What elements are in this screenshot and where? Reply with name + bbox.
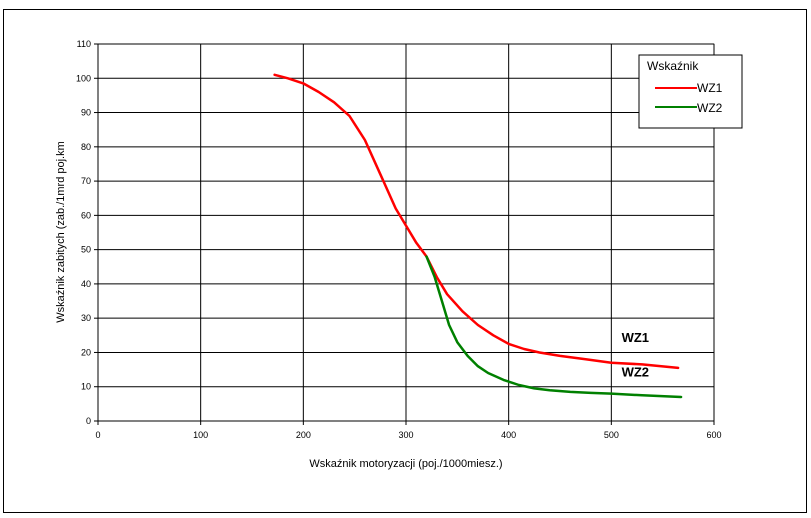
annotation-wz2: WZ2 [622, 364, 649, 379]
y-tick-label: 30 [81, 313, 91, 323]
y-tick-label: 110 [77, 39, 91, 49]
y-tick-label: 0 [86, 416, 91, 426]
y-tick-label: 70 [81, 176, 91, 186]
annotation-wz1: WZ1 [622, 330, 649, 345]
y-tick-label: 90 [81, 108, 91, 118]
x-tick-label: 200 [296, 430, 311, 440]
legend-label-wz2: WZ2 [697, 101, 723, 115]
y-tick-label: 20 [81, 347, 91, 357]
x-axis-title: Wskaźnik motoryzacji (poj./1000miesz.) [309, 458, 502, 470]
y-tick-label: 40 [81, 279, 91, 289]
y-tick-labels: 0 10 20 30 40 50 60 70 80 90 100 110 [76, 39, 91, 426]
x-tick-labels: 0 100 200 300 400 500 600 [95, 430, 721, 440]
legend-label-wz1: WZ1 [697, 81, 723, 95]
x-tick-label: 100 [193, 430, 208, 440]
x-tick-label: 600 [706, 430, 721, 440]
x-tick-label: 300 [398, 430, 413, 440]
x-tick-label: 400 [501, 430, 516, 440]
y-tick-label: 50 [81, 245, 91, 255]
legend-box [638, 54, 743, 129]
y-tick-label: 10 [81, 382, 91, 392]
series-lines [273, 73, 683, 399]
legend-title: Wskaźnik [647, 59, 699, 73]
legend: Wskaźnik WZ1 WZ2 [638, 54, 743, 129]
y-tick-label: 100 [76, 73, 91, 83]
y-tick-label: 80 [81, 142, 91, 152]
series-line-wz1 [273, 73, 680, 370]
annotations: WZ1 WZ2 [622, 330, 649, 379]
x-tick-label: 0 [95, 430, 100, 440]
x-tick-label: 500 [604, 430, 619, 440]
series-line-wz2 [425, 255, 683, 399]
y-axis-title: Wskaźnik zabitych (zab./1mrd poj.km [55, 141, 67, 323]
y-tick-label: 60 [81, 210, 91, 220]
